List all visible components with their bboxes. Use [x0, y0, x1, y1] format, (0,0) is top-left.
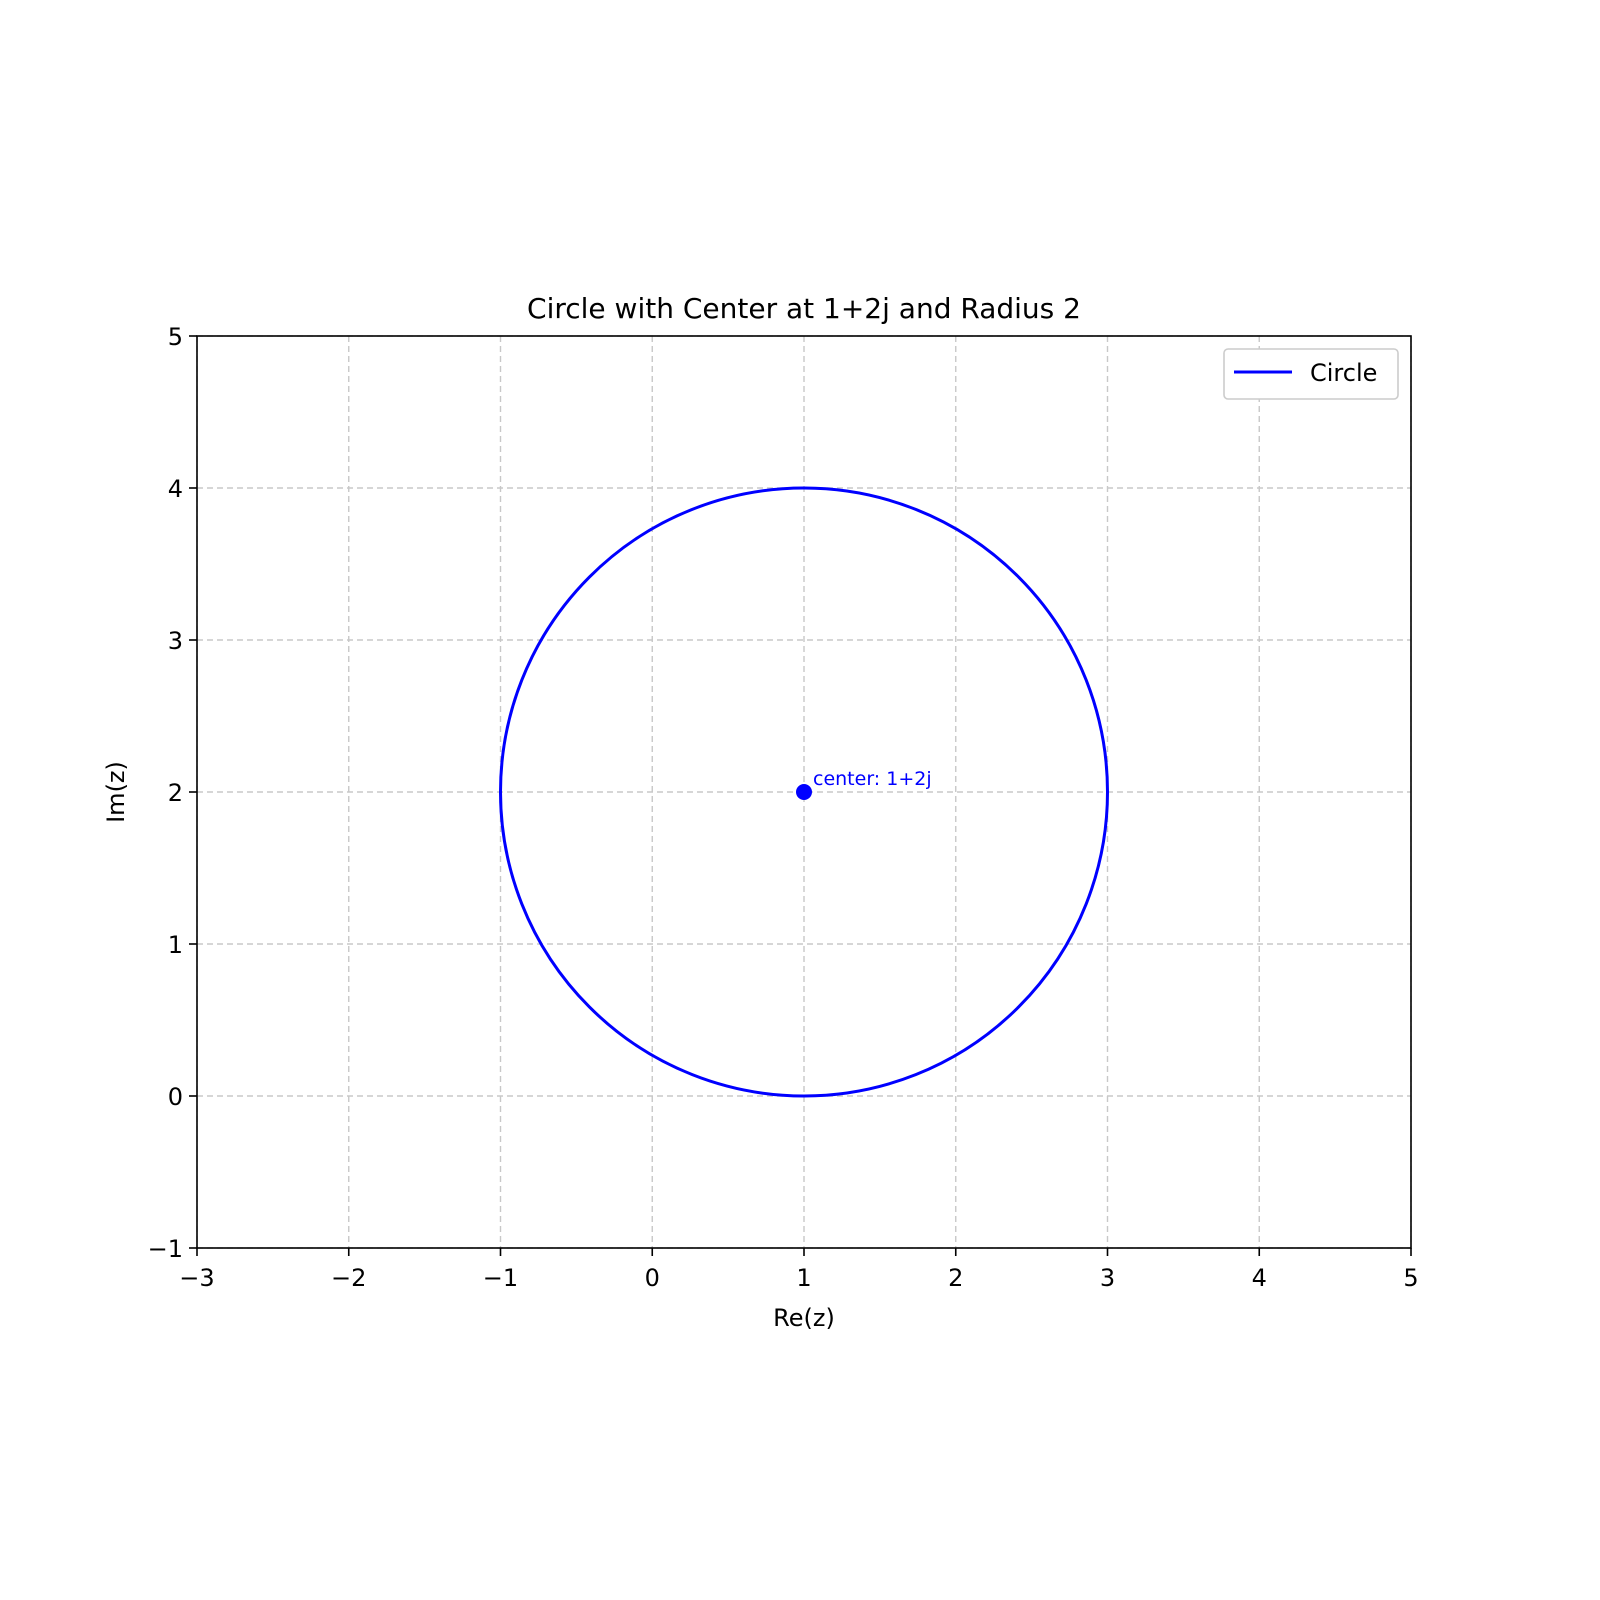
chart-title: Circle with Center at 1+2j and Radius 2 — [527, 292, 1081, 325]
y-tick-label: 2 — [168, 779, 183, 807]
y-tick-label: 0 — [168, 1083, 183, 1111]
y-tick-label: 1 — [168, 931, 183, 959]
series-line-circle — [499, 486, 1109, 1098]
y-tick-label: −1 — [148, 1235, 183, 1263]
legend-label-circle: Circle — [1310, 359, 1377, 387]
x-tick-label: 0 — [645, 1264, 660, 1292]
x-tick-label: 3 — [1100, 1264, 1115, 1292]
center-annotation: center: 1+2j — [813, 768, 932, 790]
x-tick-label: −2 — [331, 1264, 366, 1292]
y-tick-label: 3 — [168, 627, 183, 655]
ticks: −3 −2 −1 0 1 2 3 4 5 −1 0 1 2 3 4 5 — [148, 323, 1419, 1292]
y-axis-label: Im(z) — [102, 761, 130, 823]
x-tick-label: 5 — [1403, 1264, 1418, 1292]
x-tick-label: 1 — [796, 1264, 811, 1292]
y-tick-label: 5 — [168, 323, 183, 351]
y-tick-label: 4 — [168, 475, 183, 503]
x-axis-label: Re(z) — [773, 1304, 835, 1332]
x-tick-label: 4 — [1252, 1264, 1267, 1292]
x-tick-label: −1 — [483, 1264, 518, 1292]
center-point — [796, 784, 812, 800]
x-tick-label: −3 — [179, 1264, 214, 1292]
x-tick-label: 2 — [948, 1264, 963, 1292]
series-layer: center: 1+2j — [499, 486, 1109, 1098]
legend: Circle — [1223, 348, 1399, 400]
legend-box — [1223, 348, 1399, 400]
